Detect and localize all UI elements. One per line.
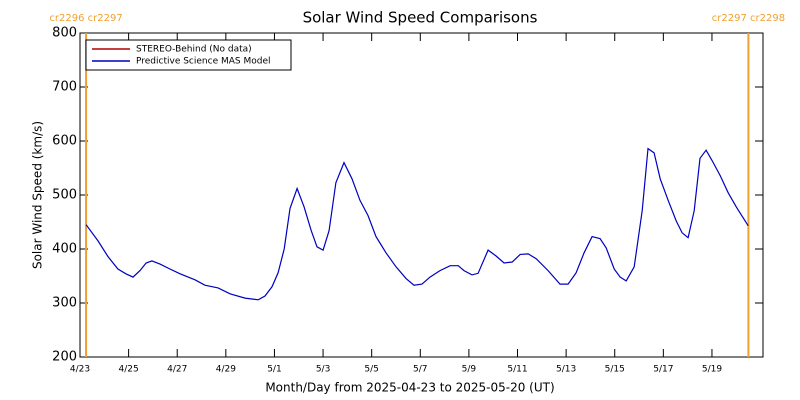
- x-tick-label: 4/23: [70, 365, 90, 375]
- chart-title: Solar Wind Speed Comparisons: [303, 9, 538, 27]
- x-tick-label: 4/25: [119, 365, 139, 375]
- legend-label: STEREO-Behind (No data): [136, 45, 252, 55]
- x-tick-label: 5/5: [364, 365, 378, 375]
- legend-label: Predictive Science MAS Model: [136, 57, 271, 67]
- x-tick-label: 4/29: [216, 365, 236, 375]
- series-line: [85, 147, 749, 301]
- y-tick-label: 700: [52, 80, 77, 95]
- carrington-label: cr2297 cr2298: [712, 13, 785, 24]
- x-tick-label: 5/19: [702, 365, 722, 375]
- x-tick-label: 5/9: [462, 365, 477, 375]
- y-tick-label: 200: [52, 350, 77, 365]
- x-tick-label: 5/17: [653, 365, 673, 375]
- y-tick-label: 400: [52, 242, 77, 257]
- y-tick-label: 800: [52, 26, 77, 41]
- x-tick-label: 5/11: [507, 365, 527, 375]
- legend-box: [85, 39, 292, 71]
- x-axis-label: Month/Day from 2025-04-23 to 2025-05-20 …: [265, 381, 554, 395]
- y-tick-label: 500: [52, 188, 77, 203]
- y-tick-label: 300: [52, 296, 77, 311]
- x-tick-label: 5/7: [413, 365, 427, 375]
- x-tick-label: 5/3: [316, 365, 330, 375]
- y-axis-label: Solar Wind Speed (km/s): [31, 121, 45, 269]
- y-tick-label: 600: [52, 134, 77, 149]
- x-tick-label: 5/1: [267, 365, 281, 375]
- x-tick-label: 4/27: [167, 365, 187, 375]
- x-tick-label: 5/15: [605, 365, 625, 375]
- carrington-label: cr2296 cr2297: [49, 13, 122, 24]
- x-tick-label: 5/13: [556, 365, 576, 375]
